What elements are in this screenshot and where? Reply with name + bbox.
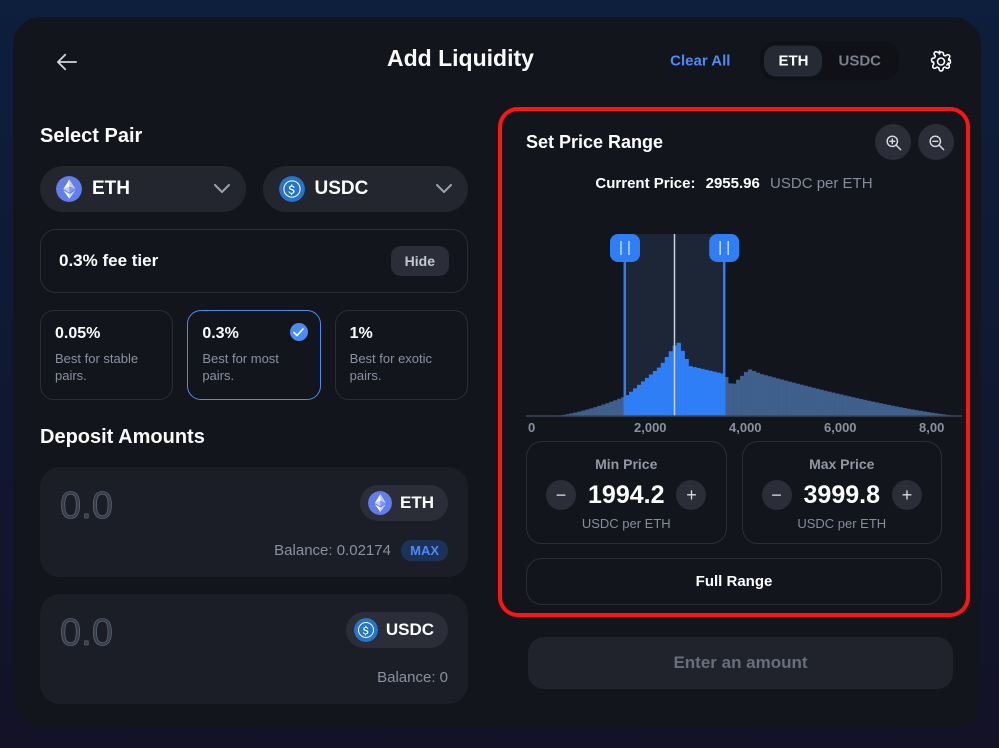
svg-text:6,000: 6,000 <box>824 420 857 435</box>
svg-text:8,00: 8,00 <box>919 420 944 435</box>
svg-text:2,000: 2,000 <box>634 420 667 435</box>
svg-text:0: 0 <box>528 420 535 435</box>
svg-text:4,000: 4,000 <box>729 420 762 435</box>
